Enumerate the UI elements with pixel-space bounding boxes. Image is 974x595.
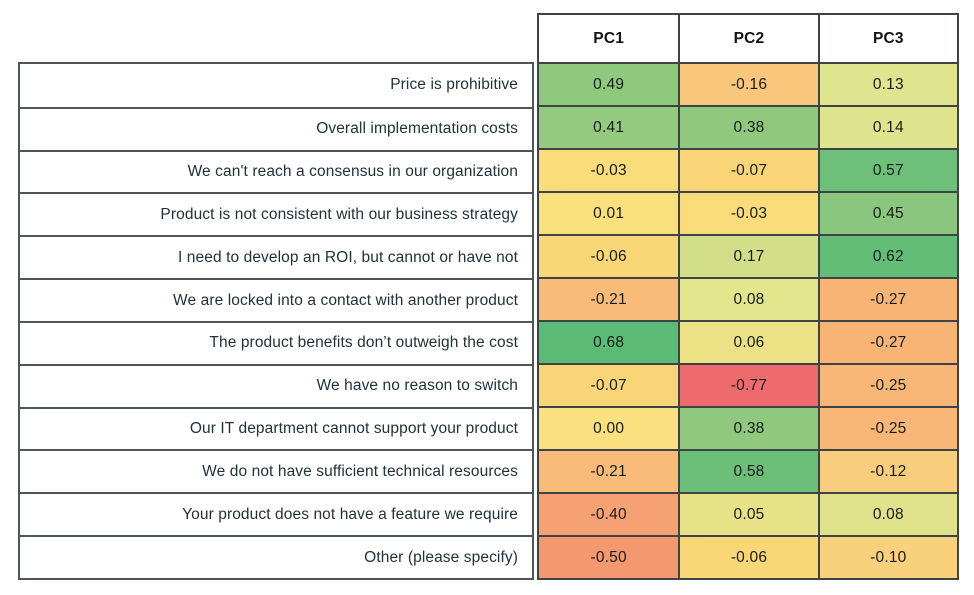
- heatmap-cell: -0.27: [817, 320, 957, 363]
- row-label: We are locked into a contact with anothe…: [20, 278, 532, 321]
- heatmap-cell: 0.49: [539, 62, 679, 105]
- row-label: Overall implementation costs: [20, 106, 532, 150]
- row-label: Our IT department cannot support your pr…: [20, 406, 532, 450]
- heatmap-cell: -0.77: [678, 363, 818, 406]
- heatmap-cell: 0.57: [817, 148, 957, 191]
- heatmap-cell: -0.40: [539, 492, 679, 535]
- heatmap-cell: 0.06: [678, 320, 818, 363]
- row-label: Other (please specify): [20, 535, 532, 578]
- heatmap-cell: -0.06: [539, 234, 679, 277]
- column-header-pc1: PC1: [539, 15, 679, 62]
- column-header-pc3: PC3: [817, 15, 957, 62]
- heatmap-cell: -0.03: [678, 191, 818, 234]
- heatmap-cell: -0.07: [678, 148, 818, 191]
- value-grid: PC1 PC2 PC3 0.49 -0.16 0.13 0.41 0.38 0.…: [537, 13, 959, 580]
- heatmap-cell: -0.27: [817, 277, 957, 320]
- heatmap-cell: -0.03: [539, 148, 679, 191]
- row-label: We have no reason to switch: [20, 363, 532, 407]
- row-label: Price is prohibitive: [390, 76, 518, 94]
- row-label: Your product does not have a feature we …: [20, 492, 532, 535]
- heatmap-cell: 0.13: [817, 62, 957, 105]
- heatmap-cell: 0.38: [678, 406, 818, 449]
- column-header-pc2: PC2: [678, 15, 818, 62]
- row-label: We do not have sufficient technical reso…: [20, 449, 532, 492]
- heatmap-cell: 0.45: [817, 191, 957, 234]
- row-label: We can't reach a consensus in our organi…: [20, 149, 532, 193]
- heatmap-cell: -0.07: [539, 363, 679, 406]
- heatmap-cell: 0.14: [817, 105, 957, 148]
- heatmap-cell: -0.10: [817, 535, 957, 578]
- heatmap-cell: 0.62: [817, 234, 957, 277]
- heatmap-cell: -0.25: [817, 406, 957, 449]
- row-label: The product benefits don’t outweigh the …: [20, 320, 532, 364]
- heatmap-cell: -0.12: [817, 449, 957, 492]
- heatmap-cell: -0.21: [539, 449, 679, 492]
- heatmap-cell: 0.58: [678, 449, 818, 492]
- heatmap-cell: 0.08: [678, 277, 818, 320]
- heatmap-cell: 0.41: [539, 105, 679, 148]
- heatmap-cell: 0.17: [678, 234, 818, 277]
- heatmap-cell: 0.68: [539, 320, 679, 363]
- heatmap-cell: -0.50: [539, 535, 679, 578]
- heatmap-cell: 0.01: [539, 191, 679, 234]
- heatmap-cell: -0.25: [817, 363, 957, 406]
- row-label: I need to develop an ROI, but cannot or …: [20, 235, 532, 278]
- heatmap-cell: -0.06: [678, 535, 818, 578]
- row-label-column: Price is prohibitive Overall implementat…: [18, 62, 534, 580]
- heatmap-cell: 0.08: [817, 492, 957, 535]
- heatmap-cell: 0.05: [678, 492, 818, 535]
- row-label: Product is not consistent with our busin…: [20, 192, 532, 235]
- heatmap-cell: 0.00: [539, 406, 679, 449]
- heatmap-cell: -0.16: [678, 62, 818, 105]
- heatmap-cell: -0.21: [539, 277, 679, 320]
- heatmap-cell: 0.38: [678, 105, 818, 148]
